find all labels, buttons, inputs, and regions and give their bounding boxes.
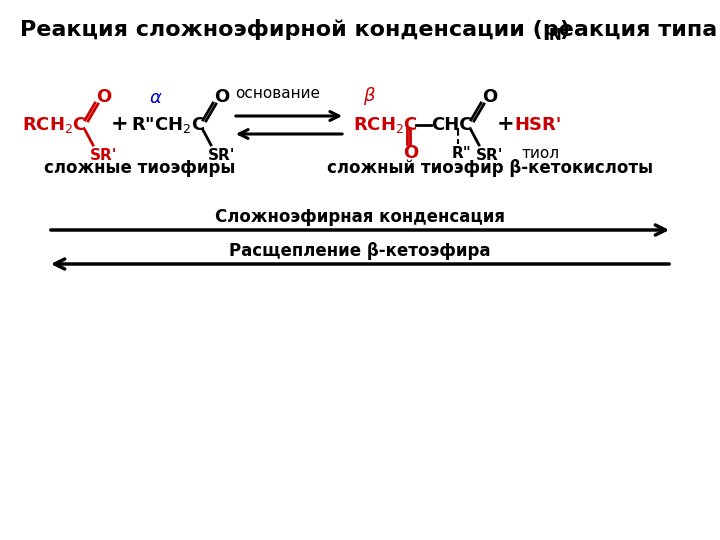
Text: Реакция сложноэфирной конденсации (реакция типа S: Реакция сложноэфирной конденсации (реакц… [20,19,720,40]
Text: сложные тиоэфиры: сложные тиоэфиры [45,159,235,177]
Text: сложный тиоэфир β-кетокислоты: сложный тиоэфир β-кетокислоты [327,159,653,177]
Text: O: O [96,88,112,106]
Text: $\alpha$: $\alpha$ [149,89,163,107]
Text: O: O [403,144,418,162]
Text: тиол: тиол [521,146,559,161]
Text: SR': SR' [90,147,117,163]
Text: CHC: CHC [431,116,472,134]
Text: +: + [111,114,129,134]
Text: SR': SR' [476,147,503,163]
Text: SR': SR' [208,147,235,163]
Text: O: O [214,88,229,106]
Text: Расщепление β-кетоэфира: Расщепление β-кетоэфира [229,242,491,260]
Text: R": R" [452,146,472,161]
Text: HSR': HSR' [514,116,562,134]
Text: Сложноэфирная конденсация: Сложноэфирная конденсация [215,208,505,226]
Text: R"CH$_2$C: R"CH$_2$C [131,115,205,135]
Text: +: + [497,114,515,134]
Text: $\beta$: $\beta$ [363,85,376,107]
Text: RCH$_2$C: RCH$_2$C [353,115,418,135]
Text: RCH$_2$C: RCH$_2$C [22,115,87,135]
Text: основание: основание [235,85,320,100]
Text: ): ) [559,20,569,40]
Text: O: O [482,88,498,106]
Text: N: N [549,28,562,43]
